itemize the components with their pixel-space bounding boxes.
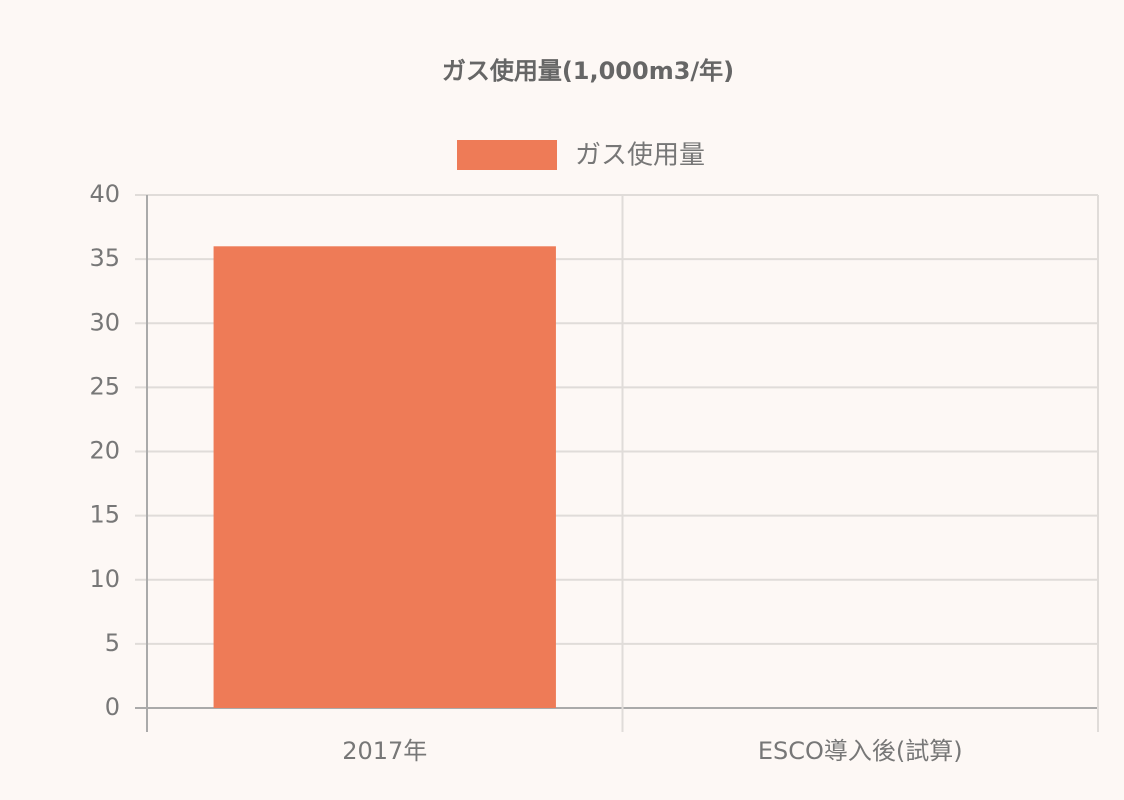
legend-swatch <box>457 140 557 170</box>
bar <box>213 246 556 709</box>
y-tick-label: 0 <box>105 693 120 721</box>
x-tick-label: 2017年 <box>342 737 427 765</box>
legend-label: ガス使用量 <box>575 141 705 171</box>
y-tick-label: 10 <box>89 565 120 593</box>
chart-title: ガス使用量(1,000m3/年) <box>442 57 734 85</box>
y-tick-label: 5 <box>105 629 120 657</box>
x-tick-label: ESCO導入後(試算) <box>758 737 963 765</box>
y-tick-label: 35 <box>89 244 120 272</box>
y-tick-label: 15 <box>89 501 120 529</box>
y-tick-label: 25 <box>89 372 120 400</box>
y-tick-label: 30 <box>89 308 120 336</box>
y-tick-label: 40 <box>89 180 120 208</box>
y-tick-label: 20 <box>89 437 120 465</box>
